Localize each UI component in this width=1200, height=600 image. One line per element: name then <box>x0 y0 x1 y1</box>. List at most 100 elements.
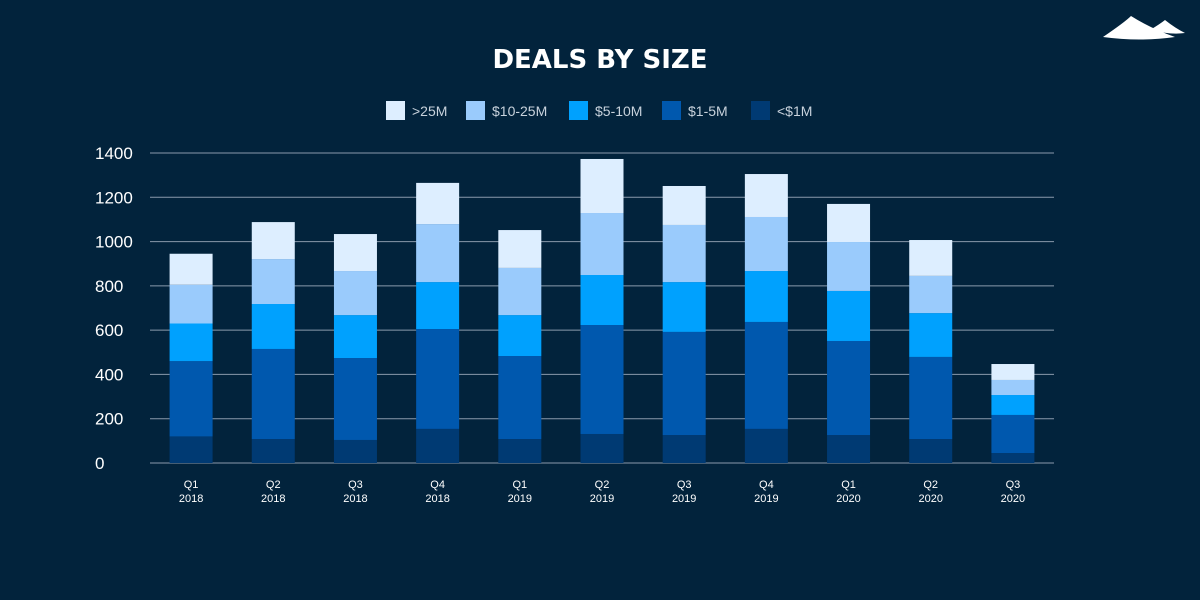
bar-segment <box>169 284 213 324</box>
x-tick-label: Q1 <box>184 479 199 491</box>
bar-segment <box>416 182 460 225</box>
bar-segment <box>827 242 871 291</box>
bar-segment <box>251 259 295 305</box>
bar-segment <box>251 439 295 463</box>
bar-segment <box>580 213 624 276</box>
bar-segment <box>909 439 953 463</box>
y-tick-label: 200 <box>95 410 123 429</box>
x-tick-label-year: 2020 <box>1001 493 1025 505</box>
bar-segment <box>333 315 377 359</box>
logo-mountain-small-icon <box>1150 20 1185 34</box>
bar-segment <box>662 185 706 225</box>
x-tick-label-year: 2020 <box>918 493 942 505</box>
bar-segment <box>991 453 1035 463</box>
bar-segment <box>662 331 706 436</box>
bar-segment <box>744 216 788 272</box>
bar-segment <box>333 358 377 440</box>
bar-segment <box>498 230 542 268</box>
bar-segment <box>498 315 542 357</box>
x-tick-label: Q2 <box>595 479 610 491</box>
legend-swatch <box>466 101 485 120</box>
bar-segment <box>498 356 542 440</box>
x-tick-label: Q2 <box>923 479 938 491</box>
bar-segment <box>827 203 871 243</box>
x-tick-label-year: 2019 <box>672 493 696 505</box>
legend: >25M $10-25M $5-10M $1-5M <$1M <box>386 101 812 120</box>
y-tick-label: 1000 <box>95 233 133 252</box>
x-tick-label: Q1 <box>512 479 527 491</box>
bar-segment <box>662 282 706 332</box>
y-tick-label: 0 <box>95 454 104 473</box>
bar-segment <box>416 329 460 429</box>
legend-label: $1-5M <box>688 103 728 119</box>
bar-segment <box>580 158 624 214</box>
y-tick-label: 600 <box>95 321 123 340</box>
x-tick-label: Q1 <box>841 479 856 491</box>
bar-segment <box>333 439 377 463</box>
x-tick-label-year: 2018 <box>179 493 203 505</box>
x-tick-label: Q2 <box>266 479 281 491</box>
y-tick-label: 1400 <box>95 144 133 163</box>
bar-segment <box>333 271 377 316</box>
x-tick-label-year: 2018 <box>343 493 367 505</box>
bar-segment <box>744 174 788 217</box>
chart-title: DEALS BY SIZE <box>492 45 707 75</box>
bar-segment <box>580 275 624 326</box>
bar-segment <box>251 348 295 440</box>
legend-label: $10-25M <box>492 103 547 119</box>
legend-swatch <box>751 101 770 120</box>
bar-segment <box>827 290 871 341</box>
logo <box>1103 16 1185 40</box>
bar-segment <box>251 304 295 349</box>
x-tick-label: Q3 <box>1006 479 1021 491</box>
x-tick-label-year: 2018 <box>425 493 449 505</box>
bar-segment <box>169 361 213 437</box>
bar-segment <box>498 439 542 463</box>
bar-segment <box>991 379 1035 396</box>
bar-segment <box>251 222 295 260</box>
bar-segment <box>498 267 542 316</box>
logo-mountain-icon <box>1103 16 1175 40</box>
bar-segment <box>416 428 460 463</box>
bar-segment <box>744 428 788 463</box>
legend-label: >25M <box>412 103 447 119</box>
bar-segment <box>662 224 706 283</box>
legend-label: <$1M <box>777 103 812 119</box>
x-tick-label-year: 2018 <box>261 493 285 505</box>
bar-segment <box>580 433 624 463</box>
gridlines: 0 200 400 600 800 1000 1200 1400 <box>95 144 1054 473</box>
x-tick-label: Q4 <box>759 479 774 491</box>
x-axis-labels: Q1 2018 Q2 2018 Q3 2018 Q4 2018 Q1 2019 Q2 2019 Q3 20… <box>179 479 1025 505</box>
bar-segment <box>333 234 377 272</box>
bar-segment <box>744 271 788 322</box>
legend-label: $5-10M <box>595 103 642 119</box>
bar-segment <box>416 224 460 283</box>
bar-segment <box>416 282 460 330</box>
bar-segment <box>744 321 788 429</box>
bars <box>169 158 1035 463</box>
bar-segment <box>909 356 953 440</box>
bar-segment <box>169 253 213 285</box>
bar-segment <box>169 436 213 463</box>
legend-swatch <box>386 101 405 120</box>
y-tick-label: 800 <box>95 277 123 296</box>
y-tick-label: 1200 <box>95 188 133 207</box>
bar-segment <box>909 240 953 276</box>
bar-segment <box>827 340 871 436</box>
x-tick-label: Q3 <box>677 479 692 491</box>
legend-swatch <box>662 101 681 120</box>
bar-segment <box>991 364 1035 380</box>
bar-segment <box>662 435 706 463</box>
bar-segment <box>169 323 213 362</box>
x-tick-label-year: 2019 <box>590 493 614 505</box>
bar-segment <box>909 313 953 357</box>
bar-segment <box>909 275 953 314</box>
bar-segment <box>991 395 1035 415</box>
bar-segment <box>991 414 1035 454</box>
x-tick-label: Q4 <box>430 479 445 491</box>
bar-segment <box>580 325 624 434</box>
legend-swatch <box>569 101 588 120</box>
y-tick-label: 400 <box>95 365 123 384</box>
x-tick-label: Q3 <box>348 479 363 491</box>
